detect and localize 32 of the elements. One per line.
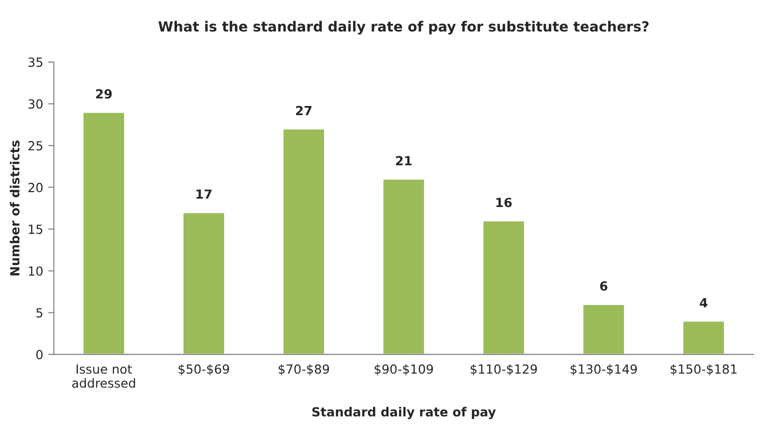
y-axis-title: Number of districts <box>10 140 20 276</box>
data-label: 6 <box>600 281 608 291</box>
x-axis-title: Standard daily rate of pay <box>312 406 496 420</box>
y-tick-label: 20 <box>28 182 43 192</box>
data-label: 27 <box>296 106 312 116</box>
y-tick-label: 30 <box>28 99 43 109</box>
data-label: 16 <box>496 198 512 208</box>
data-label: 4 <box>700 298 708 308</box>
y-tick-label: 10 <box>28 266 43 276</box>
y-tick-label: 15 <box>28 224 42 234</box>
bar <box>582 304 626 354</box>
x-tick-label: $130-$149 <box>570 364 637 376</box>
bar <box>482 220 526 354</box>
y-tick-label: 0 <box>36 350 43 360</box>
y-tick-label: 25 <box>28 141 42 150</box>
x-tick-label: $90-$109 <box>374 364 433 376</box>
x-tick-label: $50-$69 <box>178 364 230 376</box>
data-label: 29 <box>96 89 112 99</box>
bar <box>82 111 126 354</box>
data-label: 21 <box>396 156 412 166</box>
bar <box>382 178 426 354</box>
bar <box>682 320 726 354</box>
x-tick-label: $110-$129 <box>470 364 537 376</box>
x-tick-label: $150-$181 <box>670 364 737 376</box>
y-tick-label: 5 <box>36 308 42 318</box>
data-label: 17 <box>196 190 212 199</box>
chart-title: What is the standard daily rate of pay for substitute teachers? <box>158 20 649 34</box>
x-tick-label: $70-$89 <box>278 364 329 376</box>
y-tick-label: 35 <box>28 57 42 67</box>
bar <box>282 128 326 354</box>
x-tick-label: Issue not addressed <box>72 364 136 388</box>
bar <box>182 212 226 354</box>
